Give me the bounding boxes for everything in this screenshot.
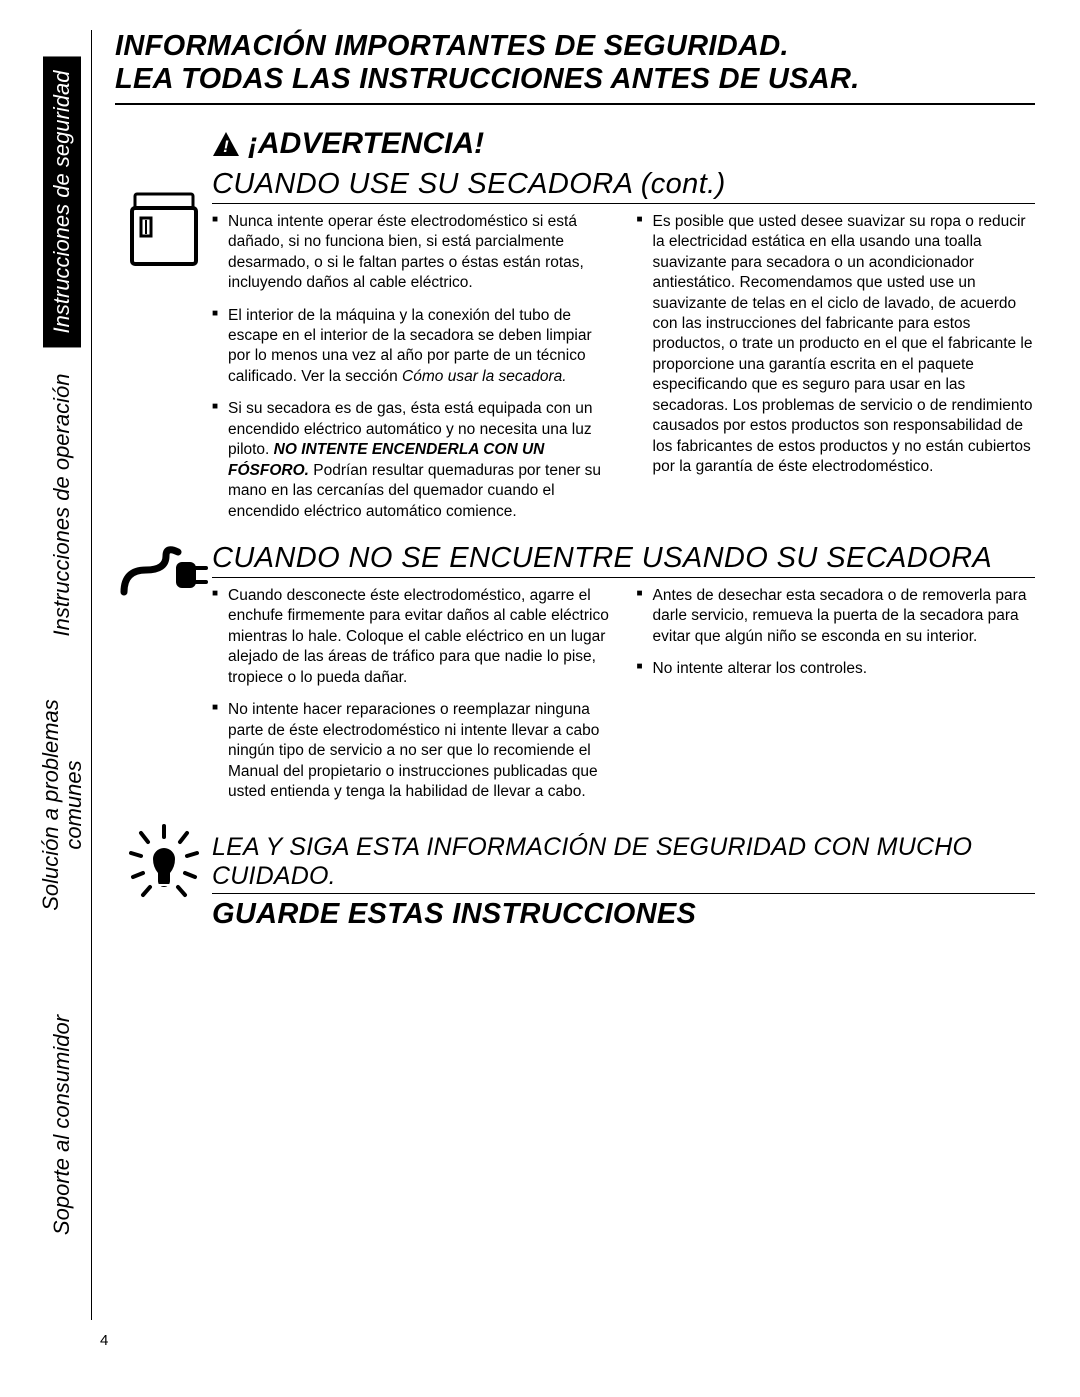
final-heading-1: LEA Y SIGA ESTA INFORMACIÓN DE SEGURIDAD… [212, 833, 1035, 894]
tab-safety[interactable]: Instrucciones de seguridad [43, 57, 81, 348]
section-using-dryer: CUANDO USE SU SECADORA (cont.) Nunca int… [115, 168, 1035, 534]
warning-label: ! ¡ADVERTENCIA! [212, 127, 484, 161]
main-content: INFORMACIÓN IMPORTANTES DE SEGURIDAD. LE… [115, 30, 1035, 939]
section2-right-col: Antes de desechar esta secadora o de rem… [637, 586, 1036, 815]
plug-icon [120, 546, 208, 602]
section1-heading: CUANDO USE SU SECADORA (cont.) [212, 168, 1035, 204]
section2-left-col: Cuando desconecte éste electrodoméstico,… [212, 586, 611, 815]
title-line-1: INFORMACIÓN IMPORTANTES DE SEGURIDAD. [115, 30, 789, 62]
bullet: Si su secadora es de gas, ésta está equi… [212, 399, 611, 522]
page-title: INFORMACIÓN IMPORTANTES DE SEGURIDAD. LE… [115, 30, 1035, 105]
icon-col-3 [115, 823, 212, 905]
tab-troubleshoot[interactable]: Solución a problemas comunes [38, 699, 84, 911]
tab-operation[interactable]: Instrucciones de operación [49, 374, 75, 637]
bullet: Nunca intente operar éste electrodomésti… [212, 212, 611, 294]
tab-support[interactable]: Soporte al consumidor [49, 1015, 75, 1235]
section-not-using-dryer: CUANDO NO SE ENCUENTRE USANDO SU SECADOR… [115, 542, 1035, 815]
bullet: El interior de la máquina y la conexión … [212, 306, 611, 388]
final-heading-2: GUARDE ESTAS INSTRUCCIONES [212, 898, 1035, 931]
dryer-icon [129, 190, 199, 268]
bullet: No intente alterar los controles. [637, 659, 1036, 679]
lightbulb-icon [123, 823, 205, 905]
section-final: LEA Y SIGA ESTA INFORMACIÓN DE SEGURIDAD… [115, 823, 1035, 931]
warning-text: ¡ADVERTENCIA! [248, 127, 484, 161]
icon-col-2 [115, 542, 212, 602]
tab-troubleshoot-line1: Solución a problemas [37, 699, 62, 911]
bullet: Es posible que usted desee suavizar su r… [637, 212, 1036, 478]
bullet: Cuando desconecte éste electrodoméstico,… [212, 586, 611, 688]
title-line-2: LEA TODAS LAS INSTRUCCIONES ANTES DE USA… [115, 63, 860, 95]
section2-heading: CUANDO NO SE ENCUENTRE USANDO SU SECADOR… [212, 542, 1035, 578]
tab-troubleshoot-line2: comunes [61, 760, 86, 849]
section1-right-col: Es posible que usted desee suavizar su r… [637, 212, 1036, 534]
section1-left-col: Nunca intente operar éste electrodomésti… [212, 212, 611, 534]
icon-col-1 [115, 168, 212, 268]
bullet: No intente hacer reparaciones o reemplaz… [212, 700, 611, 802]
warning-row: ! ¡ADVERTENCIA! [212, 127, 1035, 162]
bullet: Antes de desechar esta secadora o de rem… [637, 586, 1036, 647]
page-number: 4 [100, 1332, 108, 1349]
sidebar: Instrucciones de seguridad Instrucciones… [32, 30, 92, 1320]
svg-text:!: ! [223, 137, 229, 156]
warning-triangle-icon: ! [212, 131, 240, 157]
